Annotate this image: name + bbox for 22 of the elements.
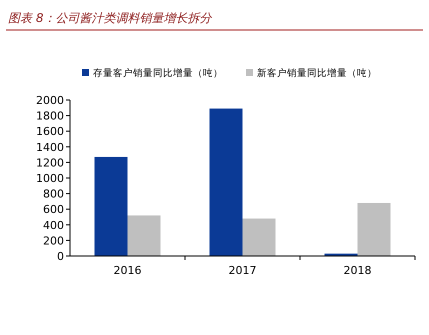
y-tick-label: 1600: [36, 125, 64, 138]
bar: [358, 202, 390, 256]
legend-label: 新客户销量同比增量（吨）: [257, 67, 377, 79]
x-tick-label: 2016: [114, 264, 142, 277]
y-tick-label: 1800: [36, 110, 64, 123]
bar: [128, 215, 160, 256]
chart-title: 图表 8：公司酱汁类调料销量增长拆分: [8, 11, 212, 25]
y-tick-label: 1000: [36, 172, 64, 185]
bar: [242, 218, 276, 256]
y-tick-label: 1400: [36, 140, 64, 154]
x-tick-label: 2018: [344, 264, 372, 277]
legend-label: 存量客户销量同比增量（吨）: [93, 67, 223, 79]
x-tick-label: 2017: [228, 264, 256, 277]
bar: [210, 108, 242, 256]
y-tick-label: 600: [43, 203, 64, 216]
y-tick-label: 200: [43, 234, 64, 248]
bar: [94, 156, 128, 256]
y-tick-label: 1200: [36, 156, 64, 170]
y-tick-label: 400: [43, 218, 64, 232]
y-tick-label: 800: [43, 188, 64, 201]
y-tick-label: 0: [57, 250, 64, 263]
y-tick-label: 2000: [36, 94, 64, 107]
